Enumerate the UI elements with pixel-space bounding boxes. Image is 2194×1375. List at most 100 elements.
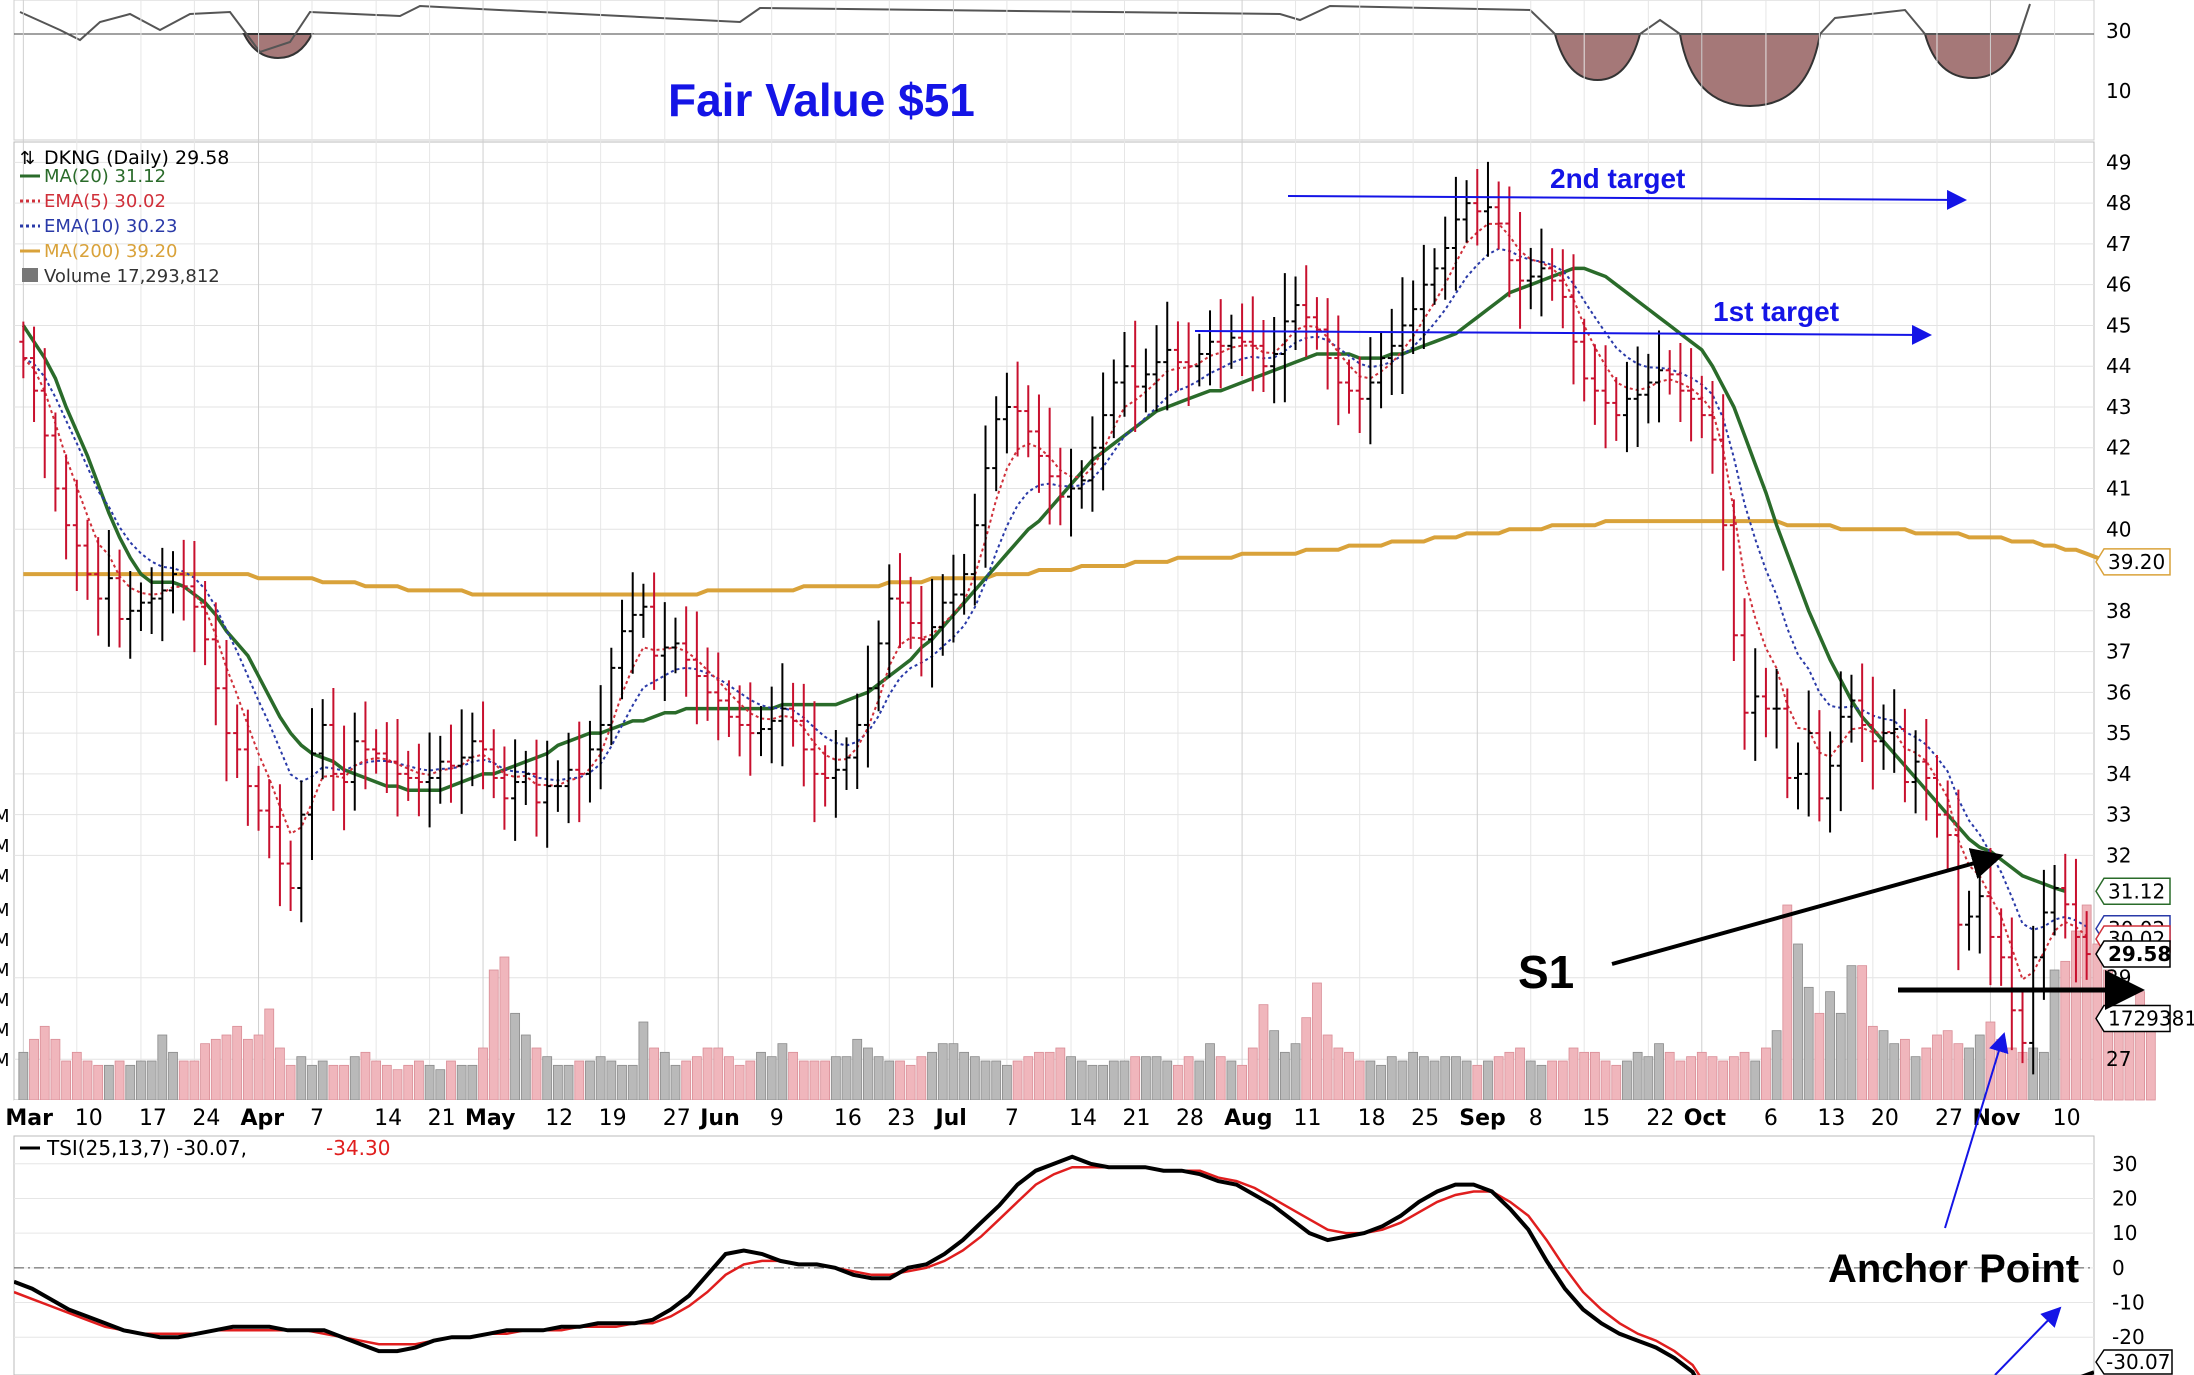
ohlc-bar — [928, 578, 937, 688]
x-axis-tick-label: 21 — [1122, 1106, 1150, 1131]
volume-bar — [649, 1047, 659, 1101]
volume-bar — [852, 1038, 863, 1101]
ohlc-bar — [789, 682, 798, 747]
ohlc-bar — [1034, 394, 1043, 493]
ohlc-bar — [853, 693, 862, 789]
ohlc-bar — [596, 685, 605, 790]
ohlc-bar — [1590, 344, 1599, 425]
volume-bar — [927, 1051, 937, 1101]
x-axis-tick-label: May — [465, 1106, 515, 1131]
price-axis-tick-label: 38 — [2106, 599, 2131, 623]
volume-axis-tick-label: M — [0, 1020, 10, 1041]
ohlc-bar — [917, 586, 926, 677]
ohlc-bar — [1141, 348, 1150, 413]
ohlc-bar — [1344, 359, 1353, 414]
ohlc-bar — [618, 599, 627, 700]
volume-bar — [1076, 1060, 1087, 1101]
ohlc-bar — [1387, 308, 1396, 396]
volume-bar — [788, 1051, 798, 1101]
ohlc-bar — [949, 554, 958, 643]
volume-bar — [1761, 1047, 1771, 1101]
ohlc-bar — [468, 712, 477, 787]
anchor-lower-arrow — [1994, 1306, 2062, 1375]
ohlc-bar — [1377, 332, 1386, 409]
volume-bar — [1643, 1056, 1654, 1101]
ohlc-bar — [703, 647, 712, 721]
x-axis-tick-label: 17 — [139, 1106, 167, 1131]
ema-layer — [22, 222, 2088, 982]
ohlc-bar — [842, 737, 851, 790]
ohlc-bar — [992, 396, 1001, 492]
volume-bar — [2006, 1047, 2017, 1101]
volume-bar — [766, 1056, 777, 1101]
legend: DKNG (Daily) 29.58 ⇅ — [20, 147, 229, 169]
volume-bar — [1440, 1056, 1451, 1101]
volume-bar — [1771, 1030, 1782, 1101]
ohlc-bar — [1761, 667, 1770, 738]
ohlc-bar — [190, 540, 199, 653]
ohlc-bar — [1002, 372, 1011, 454]
ohlc-bar — [1804, 690, 1813, 817]
ohlc-bar — [1655, 330, 1664, 423]
x-axis-tick-label: Jul — [933, 1106, 966, 1131]
volume-bar — [136, 1060, 146, 1101]
ohlc-bar — [628, 572, 637, 674]
ohlc-bar — [489, 729, 498, 799]
ohlc-bar — [1323, 298, 1332, 390]
volume-bar — [1493, 1056, 1504, 1101]
ohlc-bar — [254, 765, 263, 831]
x-axis-tick-label: Aug — [1224, 1106, 1272, 1131]
volume-bar — [531, 1047, 542, 1101]
volume-bar — [275, 1047, 285, 1101]
volume-bar — [863, 1047, 873, 1101]
ohlc-bar — [147, 567, 156, 635]
ohlc-bar — [1526, 247, 1535, 310]
volume-bar — [937, 1043, 948, 1101]
x-axis-tick-label: 23 — [887, 1106, 915, 1131]
tsi-label-black: TSI(25,13,7) -30.07, — [46, 1136, 247, 1160]
ohlc-bar — [1184, 322, 1193, 407]
ohlc-bar — [1569, 254, 1578, 385]
volume-axis-tick-label: M — [0, 990, 10, 1011]
volume-bar — [1857, 965, 1868, 1101]
volume-bar — [1611, 1064, 1622, 1101]
volume-bar — [1269, 1030, 1280, 1101]
volume-bar — [1889, 1043, 1900, 1101]
volume-bar — [2039, 1051, 2049, 1101]
ohlc-bar — [340, 725, 349, 831]
volume-bar — [1878, 1030, 1889, 1101]
volume-bar — [617, 1064, 627, 1101]
ohlc-bar — [960, 553, 969, 615]
ohlc-bar — [543, 740, 552, 848]
volume-bar — [969, 1056, 980, 1101]
ohlc-bar — [62, 454, 71, 560]
tsi-legend: TSI(25,13,7) -30.07, -34.30 — [20, 1136, 390, 1160]
volume-bar — [157, 1034, 168, 1101]
volume-bar — [82, 1060, 93, 1101]
volume-bar — [1900, 1038, 1910, 1101]
volume-bar — [61, 1060, 71, 1101]
ohlc-bar — [906, 576, 915, 649]
ohlc-bar — [1056, 447, 1065, 526]
x-axis-tick-label: 10 — [75, 1106, 103, 1131]
ohlc-bar — [1943, 780, 1952, 870]
price-tag-label: 39.20 — [2108, 550, 2165, 574]
volume-bar — [1675, 1060, 1686, 1101]
ohlc-bar — [179, 539, 188, 621]
ohlc-bar — [40, 348, 49, 479]
ohlc-bar — [1794, 742, 1803, 810]
ohlc-bar — [1045, 407, 1054, 525]
s1-label: S1 — [1518, 946, 1574, 998]
volume-bar — [18, 1051, 29, 1101]
ohlc-bar — [735, 685, 744, 757]
volume-bar — [724, 1056, 734, 1101]
volume-bar — [1654, 1043, 1664, 1101]
ohlc-bar — [1334, 315, 1343, 426]
ohlc-bar — [767, 686, 776, 764]
price-axis-tick-label: 33 — [2106, 803, 2131, 827]
ohlc-bar — [2061, 853, 2070, 939]
ohlc-bar — [1366, 337, 1375, 445]
volume-bar — [1034, 1051, 1044, 1101]
ohlc-bar — [1291, 276, 1300, 350]
price-axis-tick-label: 42 — [2106, 436, 2131, 460]
